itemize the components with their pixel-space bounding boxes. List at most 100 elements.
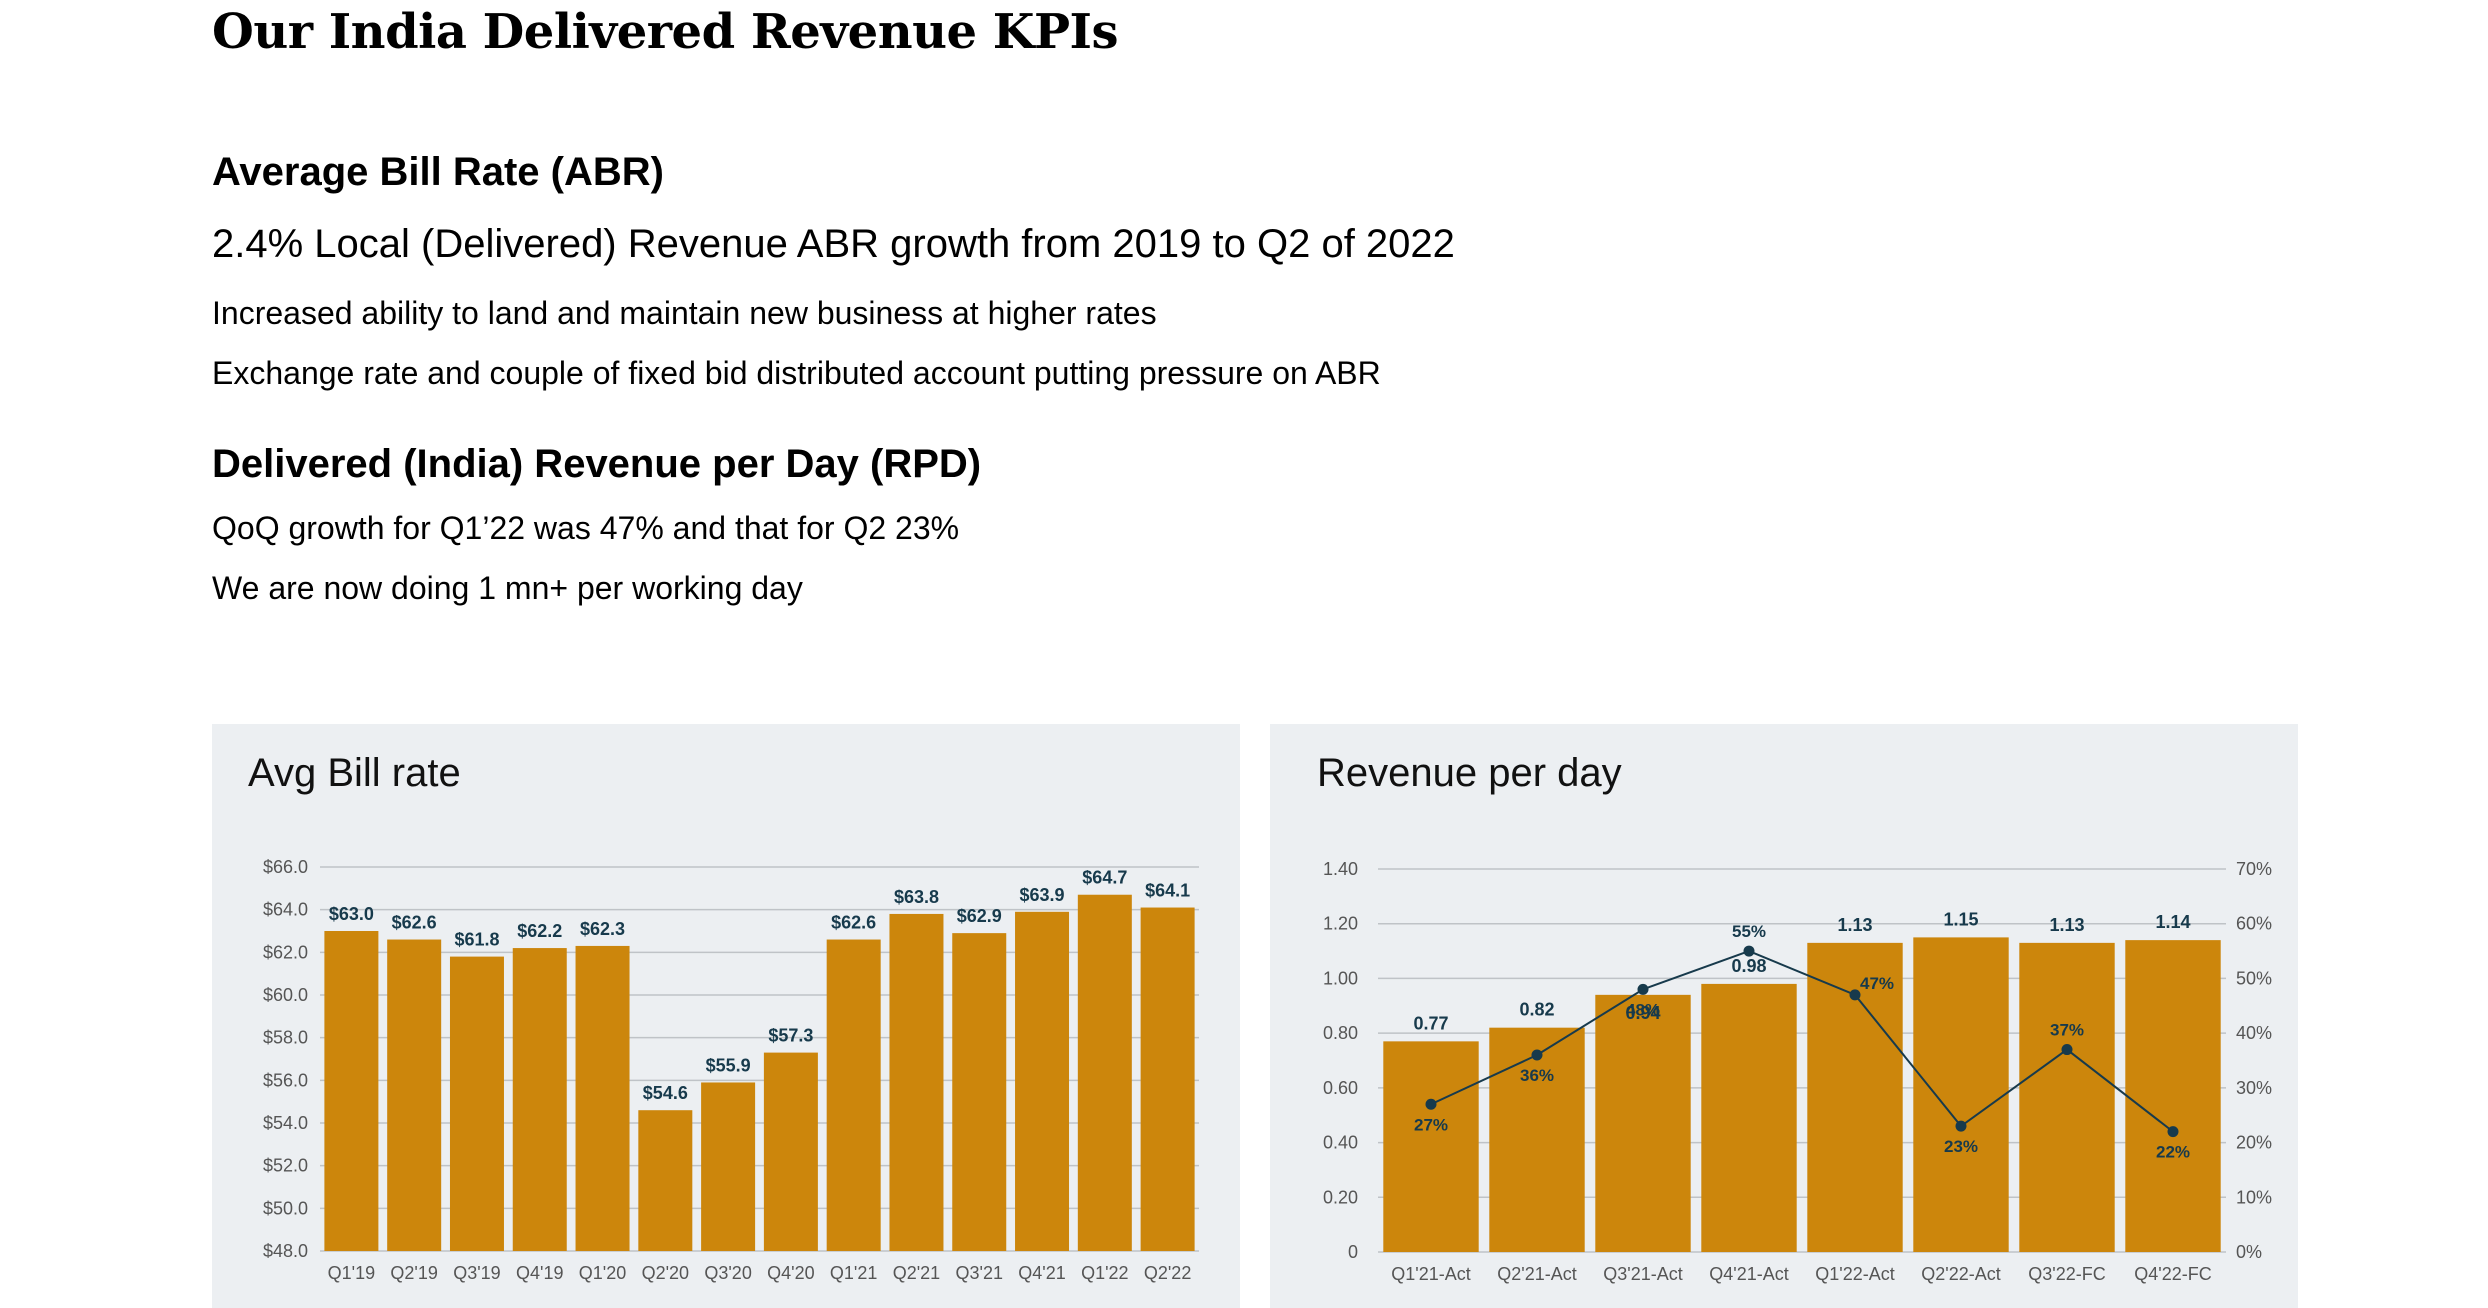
bar [1140,907,1195,1251]
growth-point [2167,1126,2179,1138]
growth-value-label: 36% [1520,1066,1554,1085]
x-tick-label: Q2'20 [642,1263,689,1283]
bar-value-label: $62.3 [580,919,625,939]
x-tick-label: Q4'19 [516,1263,563,1283]
x-tick-label: Q3'22-FC [2028,1264,2105,1284]
bar-value-label: $63.8 [894,887,939,907]
x-tick-label: Q3'20 [704,1263,751,1283]
y-tick-label: 1.20 [1323,914,1358,934]
bar [1077,894,1132,1251]
x-tick-label: Q2'21 [893,1263,940,1283]
y-tick-label: $62.0 [263,942,308,962]
bar-value-label: $63.9 [1020,885,1065,905]
x-tick-label: Q4'21 [1018,1263,1065,1283]
bar [2019,942,2115,1252]
bar-value-label: $55.9 [706,1055,751,1075]
x-tick-label: Q4'22-FC [2134,1264,2211,1284]
x-tick-label: Q3'21-Act [1603,1264,1682,1284]
y-tick-label: $56.0 [263,1070,308,1090]
x-tick-label: Q3'21 [956,1263,1003,1283]
growth-value-label: 55% [1732,922,1766,941]
rpd-chart-title: Revenue per day [1317,751,1622,795]
growth-value-label: 47% [1860,974,1894,993]
y2-tick-label: 30% [2236,1078,2272,1098]
growth-value-label: 23% [1944,1137,1978,1156]
y2-tick-label: 40% [2236,1023,2272,1043]
abr-point-1: Increased ability to land and maintain n… [212,295,1157,331]
bar [1701,983,1797,1252]
x-tick-label: Q1'20 [579,1263,626,1283]
bar [638,1110,693,1251]
y-tick-label: 1.40 [1323,859,1358,879]
bar [763,1052,818,1251]
bar [1383,1041,1479,1252]
bar-value-label: 0.77 [1413,1013,1448,1033]
bar-value-label: 1.13 [2049,915,2084,935]
rpd-chart: 0 0.20 0.40 0.60 0.80 1.00 1.20 1.40 0% 10% 20% 30%… [1323,859,2272,1284]
bar [449,956,504,1251]
bar [701,1082,756,1251]
bar [826,939,881,1251]
bar-value-label: 1.15 [1943,909,1978,929]
x-tick-label: Q2'22 [1144,1263,1191,1283]
bar-value-label: 0.98 [1731,956,1766,976]
x-tick-label: Q1'19 [328,1263,375,1283]
bar-value-label: $63.0 [329,904,374,924]
growth-point [2061,1044,2073,1056]
y2-tick-label: 50% [2236,968,2272,988]
abr-chart-title: Avg Bill rate [248,751,461,795]
x-tick-label: Q3'19 [453,1263,500,1283]
bar [952,933,1007,1251]
y2-tick-label: 60% [2236,914,2272,934]
growth-point [1425,1098,1437,1110]
y-tick-label: $58.0 [263,1028,308,1048]
bar [1913,937,2009,1252]
bar-value-label: $61.8 [454,930,499,950]
abr-chart-panel: Avg Bill rate $48.0 $50.0 $52.0 $54.0 $56.0 $… [212,724,1240,1308]
rpd-chart-panel: Revenue per day 0 0.20 0.40 0.60 0.80 1.00 1.2… [1270,724,2298,1308]
rpd-point-1: QoQ growth for Q1’22 was 47% and that fo… [212,510,960,546]
x-tick-label: Q1'22 [1081,1263,1128,1283]
bar-value-label: $54.6 [643,1083,688,1103]
y-tick-label: $66.0 [263,857,308,877]
page-title: Our India Delivered Revenue KPIs [212,4,1119,60]
rpd-heading: Delivered (India) Revenue per Day (RPD) [212,442,982,486]
x-tick-label: Q2'21-Act [1497,1264,1576,1284]
bar [1015,911,1070,1251]
y-tick-label: $48.0 [263,1241,308,1261]
growth-value-label: 37% [2050,1021,2084,1040]
bar-value-label: $64.1 [1145,881,1190,901]
bar-value-label: $62.2 [517,921,562,941]
x-tick-label: Q2'22-Act [1921,1264,2000,1284]
y2-tick-label: 0% [2236,1242,2262,1262]
bar-value-label: $57.3 [768,1026,813,1046]
bar [1489,1027,1585,1252]
growth-point [1531,1049,1543,1061]
bar [324,931,379,1251]
abr-chart: $48.0 $50.0 $52.0 $54.0 $56.0 $58.0 $60.0 $62.0… [263,857,1199,1283]
x-tick-label: Q1'22-Act [1815,1264,1894,1284]
y-tick-label: 0.40 [1323,1133,1358,1153]
y-tick-label: $60.0 [263,985,308,1005]
bar [889,913,944,1251]
growth-point [1637,983,1649,995]
abr-heading: Average Bill Rate (ABR) [212,150,664,194]
y2-tick-label: 20% [2236,1133,2272,1153]
y2-tick-label: 70% [2236,859,2272,879]
x-tick-label: Q4'20 [767,1263,814,1283]
growth-value-label: 27% [1414,1115,1448,1134]
growth-value-label: 48% [1626,1000,1660,1019]
bar [387,939,442,1251]
y-tick-label: $54.0 [263,1113,308,1133]
bar-value-label: 1.13 [1837,915,1872,935]
bar-value-label: 0.94 [1625,1003,1660,1023]
bar [1595,994,1691,1252]
y-tick-label: 0.80 [1323,1023,1358,1043]
growth-point [1955,1120,1967,1132]
y2-tick-label: 10% [2236,1187,2272,1207]
y-tick-label: 1.00 [1323,968,1358,988]
bar-value-label: $62.9 [957,906,1002,926]
bar-value-label: $62.6 [392,913,437,933]
bar-value-label: $62.6 [831,913,876,933]
y-tick-label: $52.0 [263,1156,308,1176]
